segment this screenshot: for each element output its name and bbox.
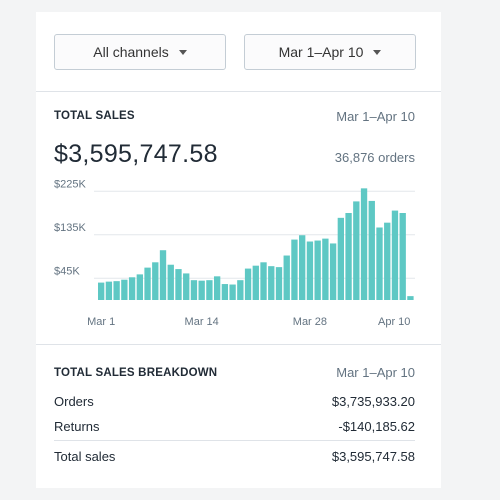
breakdown-title: TOTAL SALES BREAKDOWN <box>54 367 218 379</box>
breakdown-date-range: Mar 1–Apr 10 <box>336 365 415 380</box>
x-tick-label: Mar 14 <box>185 316 219 328</box>
bar-mar-8[interactable] <box>152 262 159 300</box>
sales-bar-chart: $45K $135K $225K Mar 1 Mar 14 Mar 28 Apr 10 <box>54 180 415 328</box>
row-divider <box>54 440 415 441</box>
bar-mar-4[interactable] <box>121 279 128 300</box>
x-tick-label: Mar 28 <box>293 316 327 328</box>
y-tick-label: $45K <box>54 265 80 277</box>
channel-dropdown-label: All channels <box>93 44 169 60</box>
orders-count: 36,876 orders <box>334 150 415 165</box>
total-sales-date-range: Mar 1–Apr 10 <box>336 109 415 124</box>
x-tick-label: Apr 10 <box>378 316 410 328</box>
bar-mar-7[interactable] <box>144 267 151 300</box>
breakdown-row-value: $3,595,747.58 <box>331 449 415 464</box>
bar-mar-10[interactable] <box>167 264 174 300</box>
breakdown-row-label: Returns <box>54 419 100 434</box>
bar-apr-10[interactable] <box>407 296 414 300</box>
divider <box>36 91 441 92</box>
bar-mar-30[interactable] <box>322 238 329 300</box>
y-tick-label: $225K <box>54 180 86 190</box>
bar-mar-15[interactable] <box>206 280 213 300</box>
breakdown-row-value: -$140,185.62 <box>338 419 415 434</box>
bar-mar-11[interactable] <box>175 269 182 300</box>
bar-apr-7[interactable] <box>384 222 391 300</box>
y-tick-label: $135K <box>54 222 86 234</box>
x-tick-label: Mar 1 <box>87 316 115 328</box>
bar-mar-3[interactable] <box>113 281 120 300</box>
total-sales-amount: $3,595,747.58 <box>54 140 218 168</box>
bar-mar-17[interactable] <box>221 284 229 300</box>
bar-mar-25[interactable] <box>283 255 290 300</box>
bar-mar-13[interactable] <box>190 280 198 300</box>
bar-mar-19[interactable] <box>237 280 244 300</box>
bar-mar-28[interactable] <box>306 241 314 300</box>
bar-apr-9[interactable] <box>399 213 406 300</box>
bar-mar-6[interactable] <box>136 274 143 300</box>
channel-dropdown[interactable]: All channels <box>54 34 226 70</box>
bar-mar-24[interactable] <box>275 267 283 300</box>
breakdown-row-label: Orders <box>54 394 94 409</box>
bar-mar-31[interactable] <box>329 243 337 300</box>
bar-mar-16[interactable] <box>213 276 221 300</box>
bar-mar-20[interactable] <box>244 268 252 300</box>
breakdown-row-value: $3,735,933.20 <box>331 394 415 409</box>
bar-apr-5[interactable] <box>368 200 375 300</box>
bar-mar-21[interactable] <box>252 265 259 300</box>
bar-mar-18[interactable] <box>229 284 236 300</box>
divider <box>36 344 441 345</box>
bar-mar-5[interactable] <box>128 277 136 300</box>
chevron-down-icon <box>178 49 187 55</box>
bar-apr-6[interactable] <box>376 227 383 301</box>
bar-apr-4[interactable] <box>360 188 368 300</box>
bar-apr-8[interactable] <box>391 210 399 300</box>
sales-card: All channels Mar 1–Apr 10 TOTAL SALES Ma… <box>36 12 441 488</box>
bar-mar-22[interactable] <box>260 262 267 300</box>
chevron-down-icon <box>373 49 382 55</box>
bar-mar-26[interactable] <box>291 239 298 300</box>
filter-bar: All channels Mar 1–Apr 10 <box>54 34 416 70</box>
total-sales-title: TOTAL SALES <box>54 110 135 122</box>
bar-mar-2[interactable] <box>105 281 113 300</box>
bar-mar-29[interactable] <box>314 240 321 300</box>
bar-apr-1[interactable] <box>337 217 345 300</box>
bar-apr-2[interactable] <box>345 213 352 300</box>
bar-mar-27[interactable] <box>299 235 306 300</box>
bar-mar-23[interactable] <box>268 266 275 300</box>
bar-mar-14[interactable] <box>198 280 205 300</box>
date-range-dropdown[interactable]: Mar 1–Apr 10 <box>244 34 416 70</box>
bar-mar-12[interactable] <box>183 273 190 300</box>
bar-mar-1[interactable] <box>98 282 105 300</box>
bar-apr-3[interactable] <box>353 201 360 300</box>
bar-mar-9[interactable] <box>159 250 167 300</box>
breakdown-row-label: Total sales <box>54 449 116 464</box>
date-range-dropdown-label: Mar 1–Apr 10 <box>278 44 364 60</box>
